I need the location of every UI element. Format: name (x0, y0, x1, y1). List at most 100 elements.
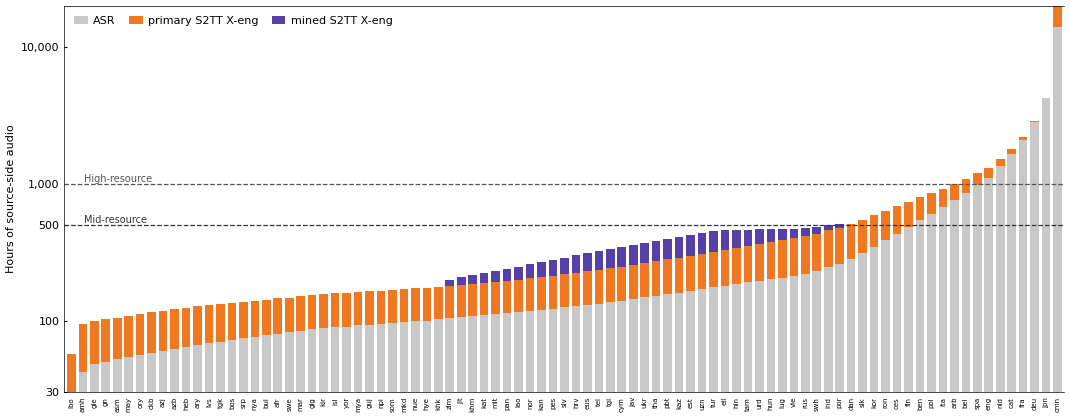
Bar (996, 166, 1005, 418)
Bar (90, 321, 98, 364)
Bar (686, 291, 694, 418)
Bar (870, 215, 878, 247)
Bar (824, 230, 832, 267)
Bar (927, 193, 936, 214)
Bar (308, 295, 317, 329)
Bar (675, 293, 684, 418)
Bar (606, 250, 614, 268)
Bar (824, 225, 832, 230)
Bar (285, 332, 293, 418)
Bar (342, 327, 351, 418)
Bar (445, 318, 454, 418)
Bar (652, 296, 660, 418)
Bar (1007, 149, 1016, 154)
Bar (836, 224, 844, 227)
Bar (124, 316, 133, 357)
Bar (984, 178, 993, 418)
Bar (296, 296, 305, 331)
Bar (457, 317, 465, 418)
Bar (858, 253, 867, 418)
Bar (102, 362, 110, 418)
Bar (938, 189, 947, 207)
Bar (882, 211, 890, 240)
Bar (136, 314, 144, 355)
Bar (755, 229, 764, 244)
Bar (904, 202, 913, 227)
Bar (617, 267, 626, 301)
Bar (148, 312, 156, 353)
Bar (629, 265, 638, 299)
Bar (801, 236, 810, 274)
Bar (204, 305, 213, 344)
Bar (78, 324, 87, 372)
Bar (732, 284, 740, 418)
Bar (204, 344, 213, 418)
Bar (491, 271, 500, 282)
Bar (629, 299, 638, 418)
Bar (606, 302, 614, 418)
Bar (90, 364, 98, 418)
Bar (228, 340, 236, 418)
Bar (377, 291, 385, 324)
Bar (721, 250, 730, 285)
Bar (491, 314, 500, 418)
Bar (595, 270, 603, 303)
Bar (503, 281, 511, 313)
Bar (824, 267, 832, 418)
Bar (675, 257, 684, 293)
Bar (515, 267, 523, 280)
Bar (515, 312, 523, 418)
Bar (617, 247, 626, 267)
Bar (732, 247, 740, 284)
Bar (445, 286, 454, 318)
Bar (950, 184, 959, 200)
Bar (846, 259, 855, 418)
Bar (182, 308, 190, 347)
Y-axis label: Hours of source-side audio: Hours of source-side audio (5, 125, 16, 273)
Bar (216, 303, 225, 342)
Bar (984, 168, 993, 178)
Bar (790, 238, 798, 276)
Bar (675, 237, 684, 257)
Bar (938, 207, 947, 418)
Bar (399, 322, 409, 418)
Bar (561, 274, 569, 307)
Bar (1030, 122, 1039, 418)
Bar (686, 255, 694, 291)
Bar (595, 251, 603, 270)
Text: High-resource: High-resource (85, 173, 153, 184)
Bar (652, 241, 660, 261)
Bar (744, 246, 752, 282)
Bar (1042, 97, 1051, 98)
Bar (778, 278, 786, 418)
Bar (365, 291, 373, 325)
Bar (457, 277, 465, 285)
Bar (790, 276, 798, 418)
Bar (194, 306, 202, 345)
Bar (652, 261, 660, 296)
Bar (801, 274, 810, 418)
Bar (973, 173, 981, 185)
Bar (228, 303, 236, 340)
Bar (354, 326, 363, 418)
Bar (709, 287, 718, 418)
Bar (67, 354, 76, 403)
Bar (262, 335, 271, 418)
Bar (812, 227, 821, 234)
Bar (124, 357, 133, 418)
Bar (595, 303, 603, 418)
Bar (319, 328, 327, 418)
Bar (525, 278, 534, 311)
Bar (766, 242, 775, 279)
Bar (927, 214, 936, 418)
Bar (503, 269, 511, 281)
Bar (870, 247, 878, 418)
Bar (537, 262, 546, 277)
Bar (158, 351, 167, 418)
Bar (67, 403, 76, 418)
Bar (778, 229, 786, 240)
Bar (812, 271, 821, 418)
Bar (1019, 137, 1027, 140)
Bar (136, 355, 144, 418)
Bar (434, 319, 443, 418)
